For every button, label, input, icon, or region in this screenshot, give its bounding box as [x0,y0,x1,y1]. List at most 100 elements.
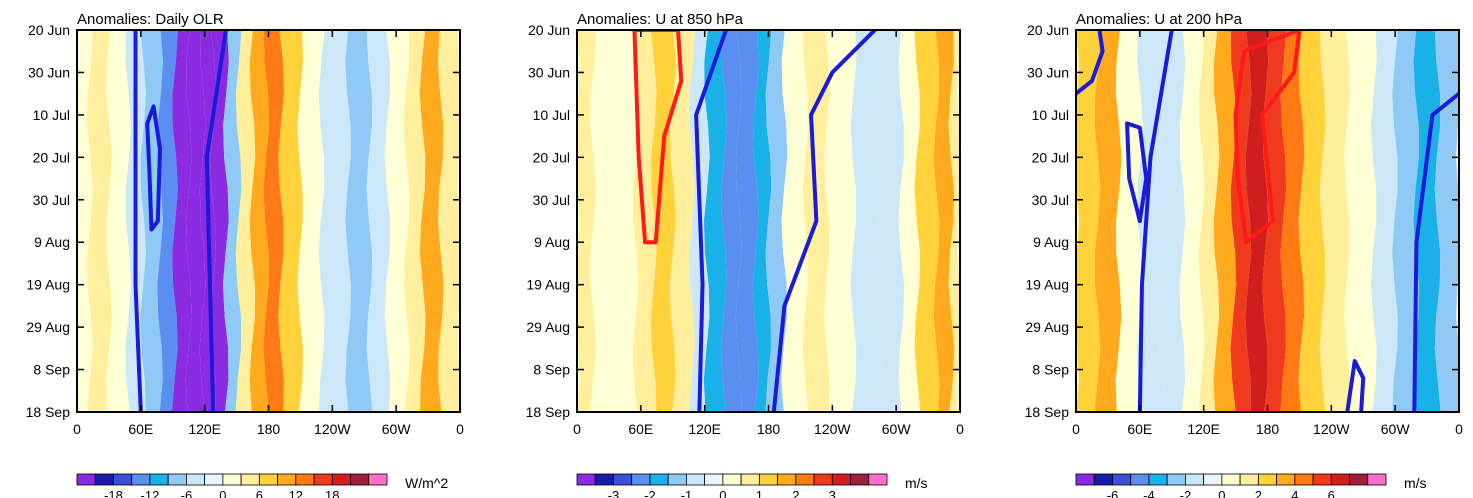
blue-contour [1137,30,1174,412]
blue-contour [204,30,228,412]
anomaly-band [877,30,905,412]
x-tick-label: 120E [688,421,721,437]
colorbar-cell [813,473,833,486]
x-tick-label: 0 [456,421,464,437]
y-tick-label: 9 Aug [34,234,70,250]
anomaly-band [850,30,883,412]
colorbar-cell [186,473,206,486]
chart-title: Anomalies: U at 200 hPa [1076,11,1243,28]
colorbar-cell [204,473,224,486]
anomaly-field [77,30,460,412]
x-tick-label: 60W [382,421,412,437]
blue-contour [1412,91,1459,412]
red-contour [632,30,684,245]
blue-contour [133,30,143,412]
colorbar-cell [704,473,724,486]
colorbar-label: 0 [1218,488,1225,498]
anomaly-band [222,30,242,412]
x-tick-label: 180 [257,421,281,437]
colorbar-cell [576,473,596,486]
y-tick-label: 20 Jul [33,149,70,165]
anomaly-band [210,30,229,412]
x-tick-label: 180 [757,421,781,437]
colorbar-label: -6 [1107,488,1119,498]
colorbar-label: 6 [256,488,263,498]
anomaly-band [1230,30,1252,412]
colorbar-cell [1257,473,1277,486]
anomaly-field [577,30,960,412]
anomaly-band [106,30,132,412]
colorbar-cell [649,473,669,486]
anomaly-band [157,30,178,412]
y-tick-label: 19 Aug [1025,277,1069,293]
colorbar-cell [868,473,888,486]
colorbar-label: 18 [325,488,339,498]
anomaly-field [1076,30,1459,412]
colorbar-cell [722,473,742,486]
red-contour [1233,30,1302,245]
x-tick-label: 120W [1313,421,1350,437]
anomaly-band [263,30,285,412]
colorbar-label: -2 [1180,488,1192,498]
colorbar-label: 2 [1255,488,1262,498]
anomaly-band [824,30,857,412]
chart-title: Anomalies: Daily OLR [77,11,224,28]
y-tick-label: 8 Sep [1032,362,1069,378]
anomaly-band [366,30,391,412]
anomaly-band [297,30,325,412]
x-tick-label: 0 [573,421,581,437]
anomaly-band [419,30,444,412]
anomaly-band [1434,30,1459,412]
chart-title: Anomalies: U at 850 hPa [577,11,744,28]
anomaly-band [1413,30,1441,412]
colorbar-units: W/m^2 [405,475,448,491]
anomaly-band [1076,30,1101,412]
x-tick-label: 120W [814,421,851,437]
y-tick-label: 20 Jun [28,22,70,38]
colorbar-cell [368,473,388,486]
x-tick-label: 0 [1072,421,1080,437]
colorbar-cell [295,473,315,486]
x-tick-label: 60W [1381,421,1411,437]
colorbar-cell [258,473,278,486]
colorbar: -18 -12 -6 0 6 12 18 W/m^2 [76,473,448,498]
colorbar-label: -1 [681,488,693,498]
colorbar-label: 2 [792,488,799,498]
anomaly-band [384,30,410,412]
colorbar-cell [1367,473,1387,486]
y-tick-label: 30 Jul [1032,192,1069,208]
colorbar-cell [94,473,114,486]
colorbar-cell [331,473,351,486]
anomaly-band [898,30,921,412]
colorbar: -6 -4 -2 0 2 4 6 m/s [1075,473,1427,498]
colorbar-label: -12 [141,488,160,498]
y-tick-label: 18 Sep [26,404,71,420]
colorbar-label: -6 [181,488,193,498]
y-tick-label: 10 Jul [1032,107,1069,123]
anomaly-band [1280,30,1305,412]
colorbar-cell [758,473,778,486]
anomaly-band [933,30,955,412]
colorbar-cell [76,473,96,486]
anomaly-band [1094,30,1122,412]
anomaly-band [590,30,618,412]
x-tick-label: 60W [882,421,912,437]
anomaly-band [86,30,112,412]
blue-contour [1076,30,1105,96]
colorbar-cell [240,473,260,486]
colorbar-cell [113,473,133,486]
colorbar-label: -4 [1143,488,1155,498]
anomaly-band [1370,30,1398,412]
anomaly-band [249,30,270,412]
colorbar-cell [1075,473,1095,486]
y-tick-label: 10 Jul [533,107,570,123]
blue-contour [1125,121,1149,223]
anomaly-band [669,30,695,412]
y-tick-label: 20 Jun [1027,22,1069,38]
blue-contour [1345,359,1366,412]
y-tick-label: 20 Jun [528,22,570,38]
anomaly-band [1392,30,1420,412]
colorbar-label: -3 [608,488,620,498]
panel-2: Anomalies: U at 850 hPa 20 Jun 30 Jun 10 Ju… [526,11,964,498]
